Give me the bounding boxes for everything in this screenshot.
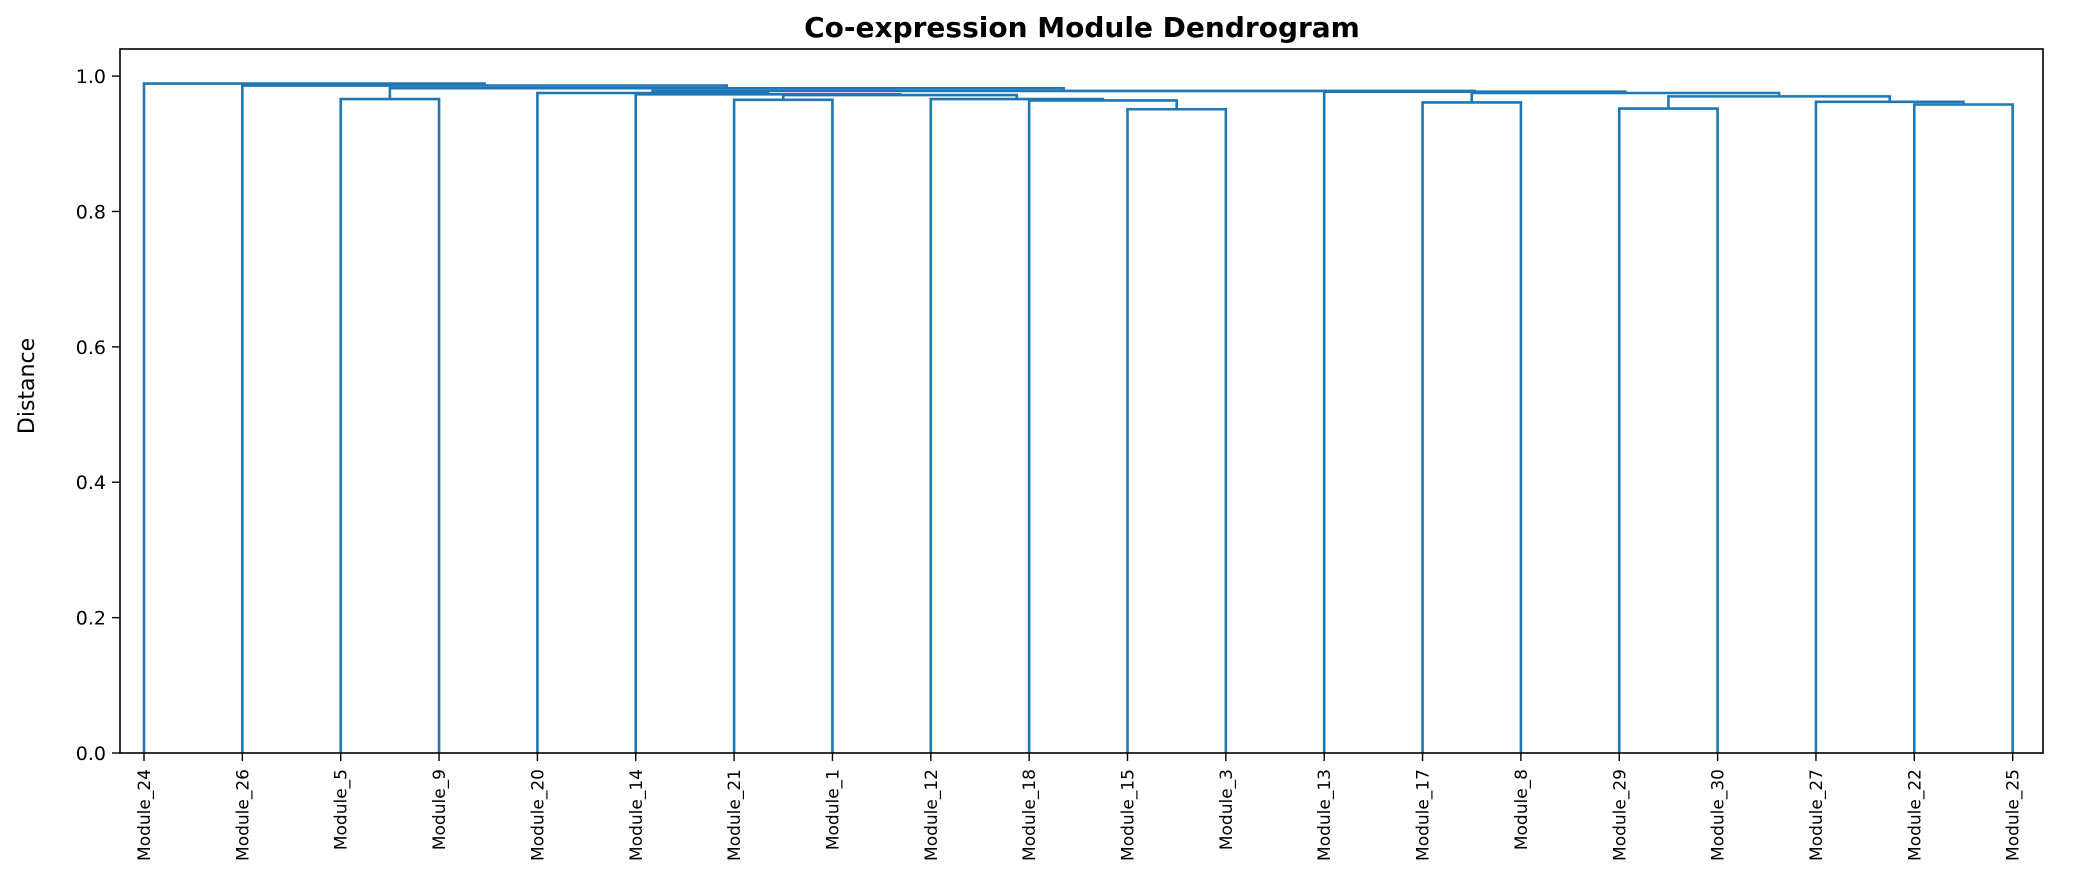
leaf-label: Module_29 [1610, 769, 1630, 861]
dendrogram-link-m6 [1027, 99, 1178, 753]
leaf-label: Module_13 [1315, 769, 1335, 861]
dendrogram-link-m3 [1913, 103, 2014, 753]
leaf-label: Module_27 [1807, 769, 1827, 861]
y-tick-label: 0.8 [76, 201, 106, 223]
dendrogram-link-m19 [142, 82, 486, 753]
dendrogram-link-m2 [1617, 107, 1719, 753]
leaf-label: Module_3 [1217, 769, 1237, 850]
dendrogram-link-m1 [1126, 107, 1228, 753]
leaf-label: Module_9 [430, 769, 450, 850]
plot-area-frame [119, 48, 2044, 754]
dendrogram-link-m9 [929, 97, 1105, 753]
leaf-label: Module_20 [528, 769, 548, 861]
dendrogram-link-m14 [1470, 91, 1781, 103]
y-tick-label: 0.4 [76, 472, 106, 494]
leaf-label: Module_24 [135, 769, 155, 861]
leaf-label: Module_5 [332, 769, 352, 850]
y-tick-label: 0.6 [76, 337, 106, 359]
y-tick-label: 0.0 [76, 743, 106, 765]
leaf-label: Module_17 [1414, 769, 1434, 861]
leaf-label: Module_1 [823, 769, 843, 850]
leaf-label: Module_15 [1119, 769, 1139, 861]
dendrogram-link-m15 [1322, 90, 1627, 753]
leaf-label: Module_18 [1020, 769, 1040, 861]
leaf-label: Module_21 [725, 769, 745, 861]
leaf-label: Module_14 [627, 769, 647, 861]
dendrogram-link-m11 [781, 93, 1019, 100]
leaf-label: Module_26 [233, 769, 253, 861]
chart-title: Co-expression Module Dendrogram [804, 11, 1360, 44]
leaf-label: Module_22 [1905, 769, 1925, 861]
y-tick-label: 0.2 [76, 608, 106, 630]
leaf-label: Module_12 [922, 769, 942, 861]
leaf-label: Module_25 [2004, 769, 2024, 861]
y-axis-ticks: 0.0 0.2 0.4 0.6 0.8 1.0 [76, 66, 120, 765]
leaf-label: Module_8 [1512, 769, 1532, 850]
dendrogram-links [142, 82, 2014, 753]
x-axis-ticks: Module_24 Module_26 Module_5 Module_9 Module… [135, 753, 2024, 861]
dendrogram-link-m4 [1421, 101, 1523, 753]
leaf-label: Module_30 [1709, 769, 1729, 861]
y-axis-label: Distance [15, 338, 40, 434]
dendrogram-link-m18 [241, 84, 729, 753]
dendrogram-link-m12 [634, 93, 902, 753]
dendrogram-link-m8 [339, 97, 441, 753]
dendrogram-link-m7 [732, 98, 834, 753]
y-tick-label: 1.0 [76, 66, 106, 88]
dendrogram-link-m5 [1814, 100, 1965, 753]
